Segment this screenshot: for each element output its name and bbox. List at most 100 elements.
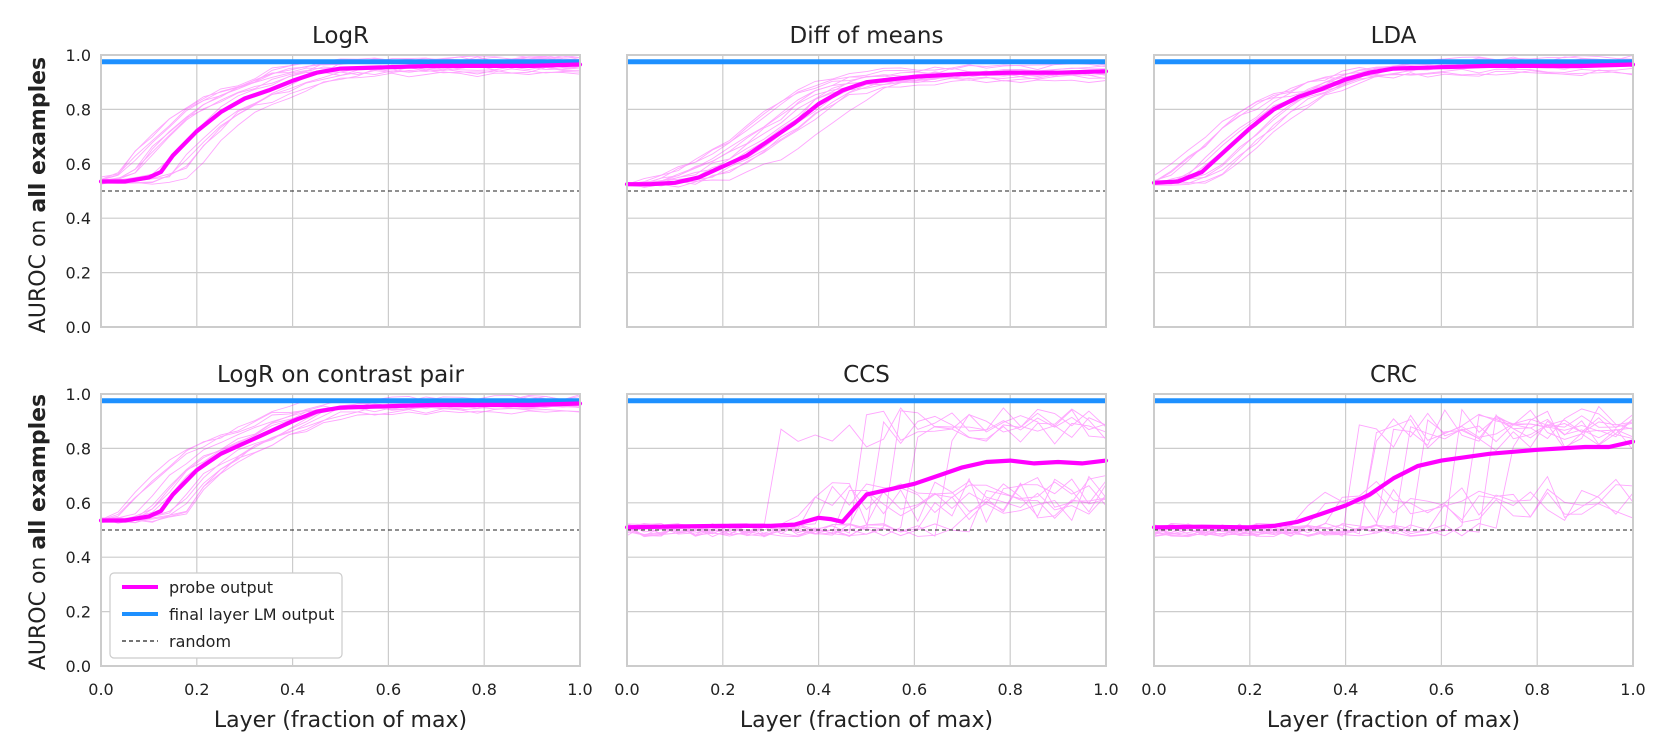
plot-frame: [626, 54, 1107, 328]
legend-random-label: random: [169, 632, 231, 651]
faint-run-line: [626, 408, 1107, 537]
legend: probe output final layer LM output rando…: [109, 572, 343, 659]
faint-run-line: [100, 71, 581, 184]
probe-output-line: [1151, 62, 1636, 185]
x-tick-label: 0.0: [614, 680, 639, 699]
faint-run-line: [1153, 67, 1634, 177]
panel-1: LogR 0.0 0.2 0.4 0.6 0.8 1.0: [66, 23, 583, 337]
faint-run-line: [1153, 409, 1634, 536]
x-tick-label: 0.8: [471, 680, 496, 699]
x-axis-label: Layer (fraction of max): [214, 708, 467, 733]
faint-run-line: [1153, 488, 1634, 537]
faint-run-line: [1153, 409, 1634, 537]
x-tick-label: 0.6: [1429, 680, 1454, 699]
faint-run-line: [100, 65, 581, 185]
x-tick-label: 0.4: [806, 680, 831, 699]
x-axis-label: Layer (fraction of max): [1267, 708, 1520, 733]
faint-run-line: [1153, 415, 1634, 536]
probe-output-line: [1151, 439, 1636, 530]
x-tick-label: 0.0: [88, 680, 113, 699]
probe-output-line: [98, 62, 583, 184]
faint-run-line: [1153, 405, 1634, 537]
plot-frame: [100, 54, 581, 328]
faint-run-line: [1153, 62, 1633, 183]
y-tick-label: 0.8: [66, 100, 91, 119]
y-axis-label-row-1: AUROC on all examples: [26, 57, 51, 333]
y-tick-label: 1.0: [66, 385, 91, 404]
faint-run-line: [1153, 484, 1634, 536]
y-tick-label: 0.8: [66, 439, 91, 458]
y-axis-label-row-1-prefix: AUROC on: [26, 213, 51, 334]
y-tick-label: 0.4: [66, 209, 91, 228]
faint-run-line: [1153, 70, 1634, 183]
y-tick-label: 0.4: [66, 548, 91, 567]
y-axis-label-row-2-prefix: AUROC on: [26, 550, 51, 671]
faint-run-line: [100, 65, 581, 182]
x-tick-label: 0.6: [376, 680, 401, 699]
faint-run-line: [1153, 420, 1634, 536]
y-axis-label-row-2-bold: all examples: [26, 394, 51, 550]
plot-frame: [100, 393, 581, 667]
panels: LogR 0.0 0.2 0.4 0.6 0.8 1.0 Diff of means LDA Lo…: [66, 23, 1646, 733]
y-tick-label: 1.0: [66, 46, 91, 65]
faint-run-line: [626, 63, 1107, 187]
panel-title: CCS: [843, 362, 890, 388]
faint-run-line: [626, 480, 1107, 537]
faint-run-line: [626, 481, 1107, 537]
y-tick-label: 0.0: [66, 318, 91, 337]
panel-title: LogR on contrast pair: [217, 362, 465, 388]
x-axis-label: Layer (fraction of max): [740, 708, 993, 733]
panel-6: CRC 0.0 0.2 0.4 0.6 0.8 1.0 Layer (fraction of …: [1141, 362, 1645, 733]
faint-run-line: [100, 410, 581, 524]
faint-run-line: [626, 79, 1107, 188]
y-tick-label: 0.2: [66, 264, 91, 283]
y-tick-label: 0.2: [66, 603, 91, 622]
faint-run-line: [626, 480, 1107, 537]
panel-5: CCS 0.0 0.2 0.4 0.6 0.8 1.0 Layer (fraction of …: [614, 362, 1118, 733]
x-tick-label: 1.0: [1620, 680, 1645, 699]
probe-output-line: [624, 458, 1109, 530]
faint-run-lines: [1153, 405, 1634, 538]
panel-4: LogR on contrast pair 0.0 0.2 0.4 0.6 0.8 1.0 0…: [66, 362, 593, 733]
legend-box: [109, 572, 343, 659]
legend-probe-label: probe output: [169, 578, 273, 597]
faint-run-line: [1153, 413, 1634, 537]
y-tick-label: 0.6: [66, 494, 91, 513]
x-tick-label: 0.8: [997, 680, 1022, 699]
panel-2: Diff of means: [624, 23, 1109, 328]
panel-title: CRC: [1370, 362, 1417, 388]
legend-final-layer-label: final layer LM output: [169, 605, 334, 624]
y-tick-label: 0.0: [66, 657, 91, 676]
x-tick-label: 0.4: [280, 680, 305, 699]
faint-run-line: [100, 54, 581, 181]
x-tick-label: 0.4: [1333, 680, 1358, 699]
plot-frame: [626, 393, 1107, 667]
y-axis-label-row-1-bold: all examples: [26, 57, 51, 213]
y-tick-label: 0.6: [66, 155, 91, 174]
x-tick-label: 1.0: [567, 680, 592, 699]
x-tick-label: 0.6: [902, 680, 927, 699]
faint-run-line: [1153, 408, 1634, 537]
faint-run-line: [626, 413, 1107, 537]
x-tick-label: 0.8: [1524, 680, 1549, 699]
faint-run-line: [100, 68, 581, 183]
faint-run-line: [626, 62, 1107, 187]
faint-run-line: [100, 407, 581, 523]
faint-run-line: [626, 407, 1107, 536]
faint-run-line: [100, 404, 581, 524]
x-tick-label: 0.2: [1237, 680, 1262, 699]
probe-output-line: [98, 401, 583, 523]
panel-title: LDA: [1371, 23, 1417, 49]
probe-output-line: [624, 69, 1109, 187]
panel-title: LogR: [312, 23, 369, 49]
plot-frame: [1153, 393, 1634, 667]
x-tick-label: 0.2: [710, 680, 735, 699]
panel-title: Diff of means: [790, 23, 944, 49]
faint-run-line: [626, 478, 1107, 535]
faint-run-line: [626, 484, 1107, 538]
faint-run-line: [626, 65, 1107, 184]
x-tick-label: 1.0: [1093, 680, 1118, 699]
x-tick-label: 0.0: [1141, 680, 1166, 699]
faint-run-line: [1153, 413, 1634, 537]
